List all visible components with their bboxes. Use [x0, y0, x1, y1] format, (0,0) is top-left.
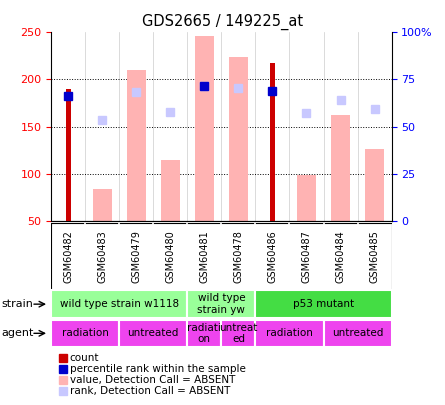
Bar [324, 320, 392, 347]
Text: GSM60483: GSM60483 [97, 230, 107, 283]
Bar [127, 70, 146, 221]
Bar [255, 320, 324, 347]
Text: radiation: radiation [62, 328, 109, 338]
Bar [222, 320, 255, 347]
Bar [270, 62, 275, 221]
Text: count: count [70, 354, 99, 363]
Text: GSM60479: GSM60479 [131, 230, 141, 283]
Text: GSM60482: GSM60482 [63, 230, 73, 283]
Text: untreated: untreated [332, 328, 383, 338]
Bar [297, 175, 316, 221]
Text: untreat
ed: untreat ed [219, 322, 258, 344]
Bar [187, 320, 222, 347]
Bar [119, 320, 187, 347]
Bar [229, 57, 248, 221]
Bar [331, 115, 350, 221]
Text: rank, Detection Call = ABSENT: rank, Detection Call = ABSENT [70, 386, 230, 396]
Text: GDS2665 / 149225_at: GDS2665 / 149225_at [142, 14, 303, 30]
Text: radiati
on: radiati on [187, 322, 221, 344]
Bar [51, 290, 187, 318]
Text: GSM60480: GSM60480 [166, 230, 175, 283]
Text: p53 mutant: p53 mutant [293, 299, 354, 309]
Text: GSM60481: GSM60481 [199, 230, 209, 283]
Bar [365, 149, 384, 221]
Text: GSM60486: GSM60486 [267, 230, 277, 283]
Text: percentile rank within the sample: percentile rank within the sample [70, 364, 246, 374]
Bar [187, 290, 255, 318]
Text: GSM60478: GSM60478 [234, 230, 243, 283]
Text: value, Detection Call = ABSENT: value, Detection Call = ABSENT [70, 375, 235, 385]
Text: wild type strain w1118: wild type strain w1118 [60, 299, 179, 309]
Bar [65, 89, 71, 221]
Text: GSM60485: GSM60485 [370, 230, 380, 283]
Bar [93, 189, 112, 221]
Bar [51, 320, 119, 347]
Text: wild type
strain yw: wild type strain yw [198, 293, 245, 315]
Text: GSM60487: GSM60487 [302, 230, 312, 283]
Bar [195, 36, 214, 221]
Text: GSM60484: GSM60484 [336, 230, 345, 283]
Bar [255, 290, 392, 318]
Text: strain: strain [1, 299, 33, 309]
Text: untreated: untreated [128, 328, 179, 338]
Bar [161, 160, 180, 221]
Text: agent: agent [1, 328, 34, 338]
Text: radiation: radiation [266, 328, 313, 338]
